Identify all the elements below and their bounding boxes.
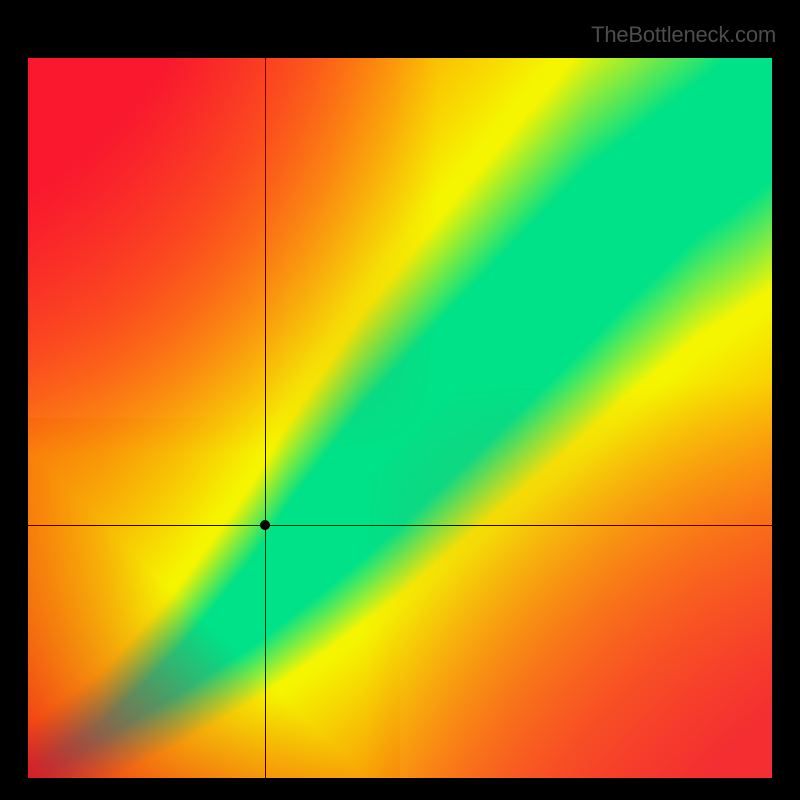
watermark-text: TheBottleneck.com [591,22,776,48]
heatmap-canvas [28,58,772,778]
heatmap-plot [28,58,772,778]
